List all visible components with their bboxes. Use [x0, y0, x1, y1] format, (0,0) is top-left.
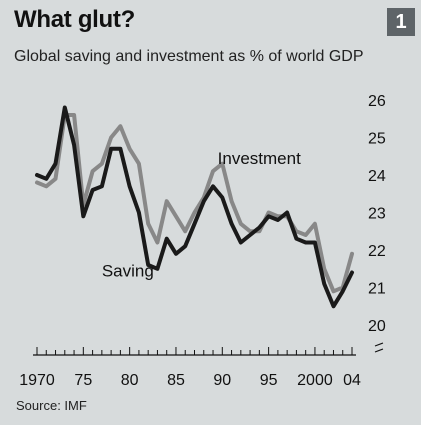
data-point-saving: [212, 185, 215, 188]
data-point-saving: [128, 185, 131, 188]
series-label-saving: Saving: [102, 261, 154, 280]
y-tick-label: 24: [368, 168, 386, 185]
data-point-saving: [174, 252, 177, 255]
x-tick-label: 85: [167, 372, 185, 389]
data-point-saving: [230, 222, 233, 225]
x-tick-label: 80: [121, 372, 139, 389]
data-point-saving: [91, 189, 94, 192]
data-point-saving: [184, 245, 187, 248]
data-point-investment: [174, 215, 177, 218]
data-point-investment: [304, 234, 307, 237]
series-lines: [35, 105, 354, 309]
data-point-saving: [258, 226, 261, 229]
data-point-saving: [45, 177, 48, 180]
series-line-investment: [35, 113, 354, 294]
data-point-saving: [137, 211, 140, 214]
data-point-saving: [286, 211, 289, 214]
data-point-saving: [119, 147, 122, 150]
series-line-saving: [35, 105, 354, 309]
axis-break-mark: [374, 342, 384, 353]
data-point-saving: [304, 241, 307, 244]
data-point-investment: [110, 136, 113, 139]
data-point-saving: [193, 222, 196, 225]
data-point-investment: [137, 162, 140, 165]
data-point-investment: [100, 162, 103, 165]
data-point-saving: [100, 185, 103, 188]
series-label-investment: Investment: [218, 149, 301, 168]
data-point-investment: [128, 147, 131, 150]
x-tick-label: 90: [213, 372, 231, 389]
data-point-investment: [156, 241, 159, 244]
data-point-investment: [45, 185, 48, 188]
y-tick-label: 25: [368, 131, 386, 148]
data-point-saving: [341, 290, 344, 293]
data-point-investment: [54, 177, 57, 180]
data-point-saving: [332, 305, 335, 308]
data-point-saving: [36, 174, 39, 177]
data-point-investment: [73, 114, 76, 117]
chart-title: What glut?: [14, 6, 135, 33]
data-point-investment: [193, 211, 196, 214]
data-point-investment: [239, 222, 242, 225]
y-tick-label: 22: [368, 243, 386, 260]
data-point-investment: [91, 170, 94, 173]
data-point-investment: [184, 230, 187, 233]
data-point-investment: [313, 222, 316, 225]
data-point-investment: [119, 125, 122, 128]
data-point-saving: [54, 162, 57, 165]
data-point-saving: [165, 237, 168, 240]
data-point-saving: [221, 196, 224, 199]
data-point-saving: [156, 267, 159, 270]
y-tick-label: 26: [368, 93, 386, 110]
data-point-saving: [202, 200, 205, 203]
x-tick-label: 2000: [297, 372, 333, 389]
x-tick-label: 1970: [19, 372, 55, 389]
data-point-investment: [332, 290, 335, 293]
data-point-investment: [351, 252, 354, 255]
data-point-investment: [230, 200, 233, 203]
chart-subtitle: Global saving and investment as % of wor…: [14, 48, 364, 65]
series-labels: Saving Investment: [102, 149, 301, 281]
data-point-saving: [63, 106, 66, 109]
data-point-saving: [82, 215, 85, 218]
data-point-saving: [313, 241, 316, 244]
data-point-investment: [36, 181, 39, 184]
y-tick-label: 21: [368, 281, 386, 298]
y-tick-label: 20: [368, 318, 386, 335]
data-point-saving: [276, 219, 279, 222]
y-tick-label: 23: [368, 206, 386, 223]
data-point-investment: [212, 170, 215, 173]
data-point-investment: [147, 222, 150, 225]
x-tick-label: 04: [343, 372, 361, 389]
x-tick-label: 95: [260, 372, 278, 389]
data-point-saving: [249, 234, 252, 237]
data-point-investment: [323, 267, 326, 270]
x-tick-label: 75: [74, 372, 92, 389]
data-point-investment: [165, 200, 168, 203]
data-point-saving: [295, 237, 298, 240]
axes: 1970 75 80 85 90 95 2000 04 20 21 22 23 24 25 26: [19, 93, 386, 389]
data-point-saving: [267, 215, 270, 218]
data-point-investment: [267, 211, 270, 214]
chart-number-badge: 1: [387, 8, 415, 36]
data-point-saving: [323, 282, 326, 285]
data-point-saving: [351, 271, 354, 274]
data-point-saving: [73, 144, 76, 147]
data-point-saving: [110, 147, 113, 150]
source-note: Source: IMF: [16, 398, 87, 413]
data-point-saving: [239, 241, 242, 244]
